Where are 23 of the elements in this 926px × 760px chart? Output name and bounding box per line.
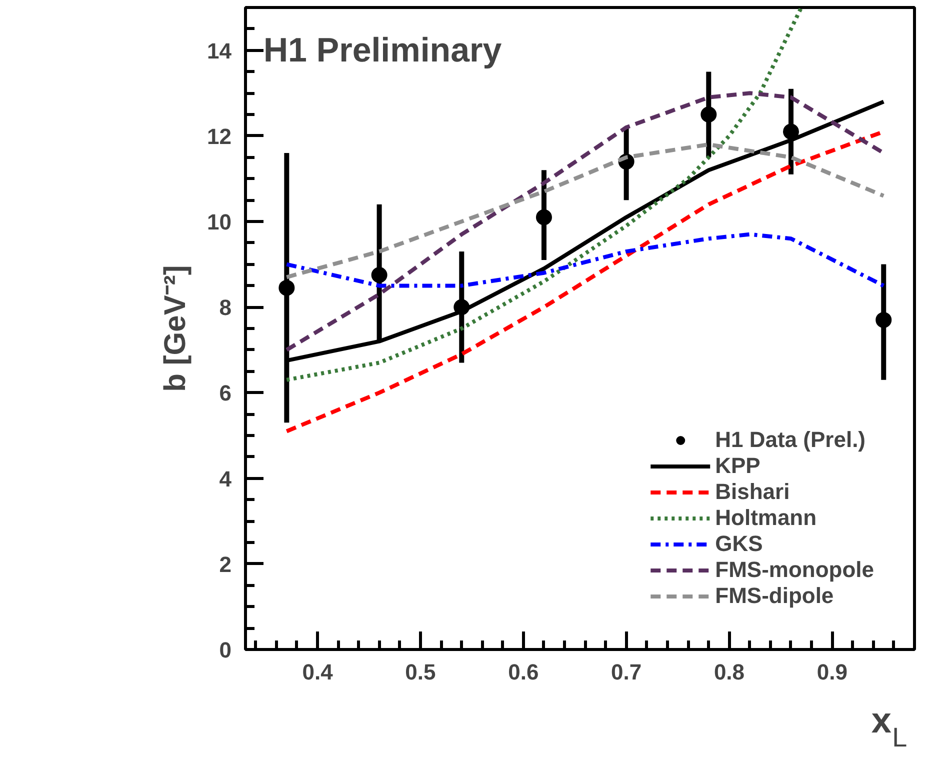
y-tick-label: 4 — [219, 466, 232, 492]
x-tick-label: 0.7 — [611, 660, 642, 684]
y-tick-label: 10 — [207, 210, 232, 234]
y-tick-label: 14 — [207, 38, 232, 64]
x-tick-label: 0.6 — [508, 660, 539, 684]
legend-label: GKS — [715, 531, 763, 557]
x-tick-label: 0.8 — [714, 660, 745, 684]
y-tick-label: 8 — [219, 295, 232, 320]
x-tick-label: 0.9 — [816, 660, 848, 684]
legend-label: Holtmann — [715, 505, 817, 531]
x-tick-label: 0.5 — [405, 660, 436, 684]
legend-label: H1 Data (Prel.) — [715, 427, 866, 453]
y-tick-label: 0 — [219, 638, 232, 662]
text: H1 Preliminary — [264, 32, 502, 70]
y-tick-label: 6 — [219, 380, 232, 406]
legend-label: FMS-dipole — [715, 583, 834, 609]
legend-label: KPP — [715, 453, 760, 479]
y-tick-label: 2 — [219, 552, 232, 577]
legend-label: FMS-monopole — [715, 557, 874, 583]
y-axis-title: b [GeV⁻²] — [159, 265, 192, 392]
x-tick-label: 0.4 — [302, 660, 334, 684]
y-tick-label: 12 — [207, 124, 232, 149]
legend-label: Bishari — [715, 479, 790, 505]
